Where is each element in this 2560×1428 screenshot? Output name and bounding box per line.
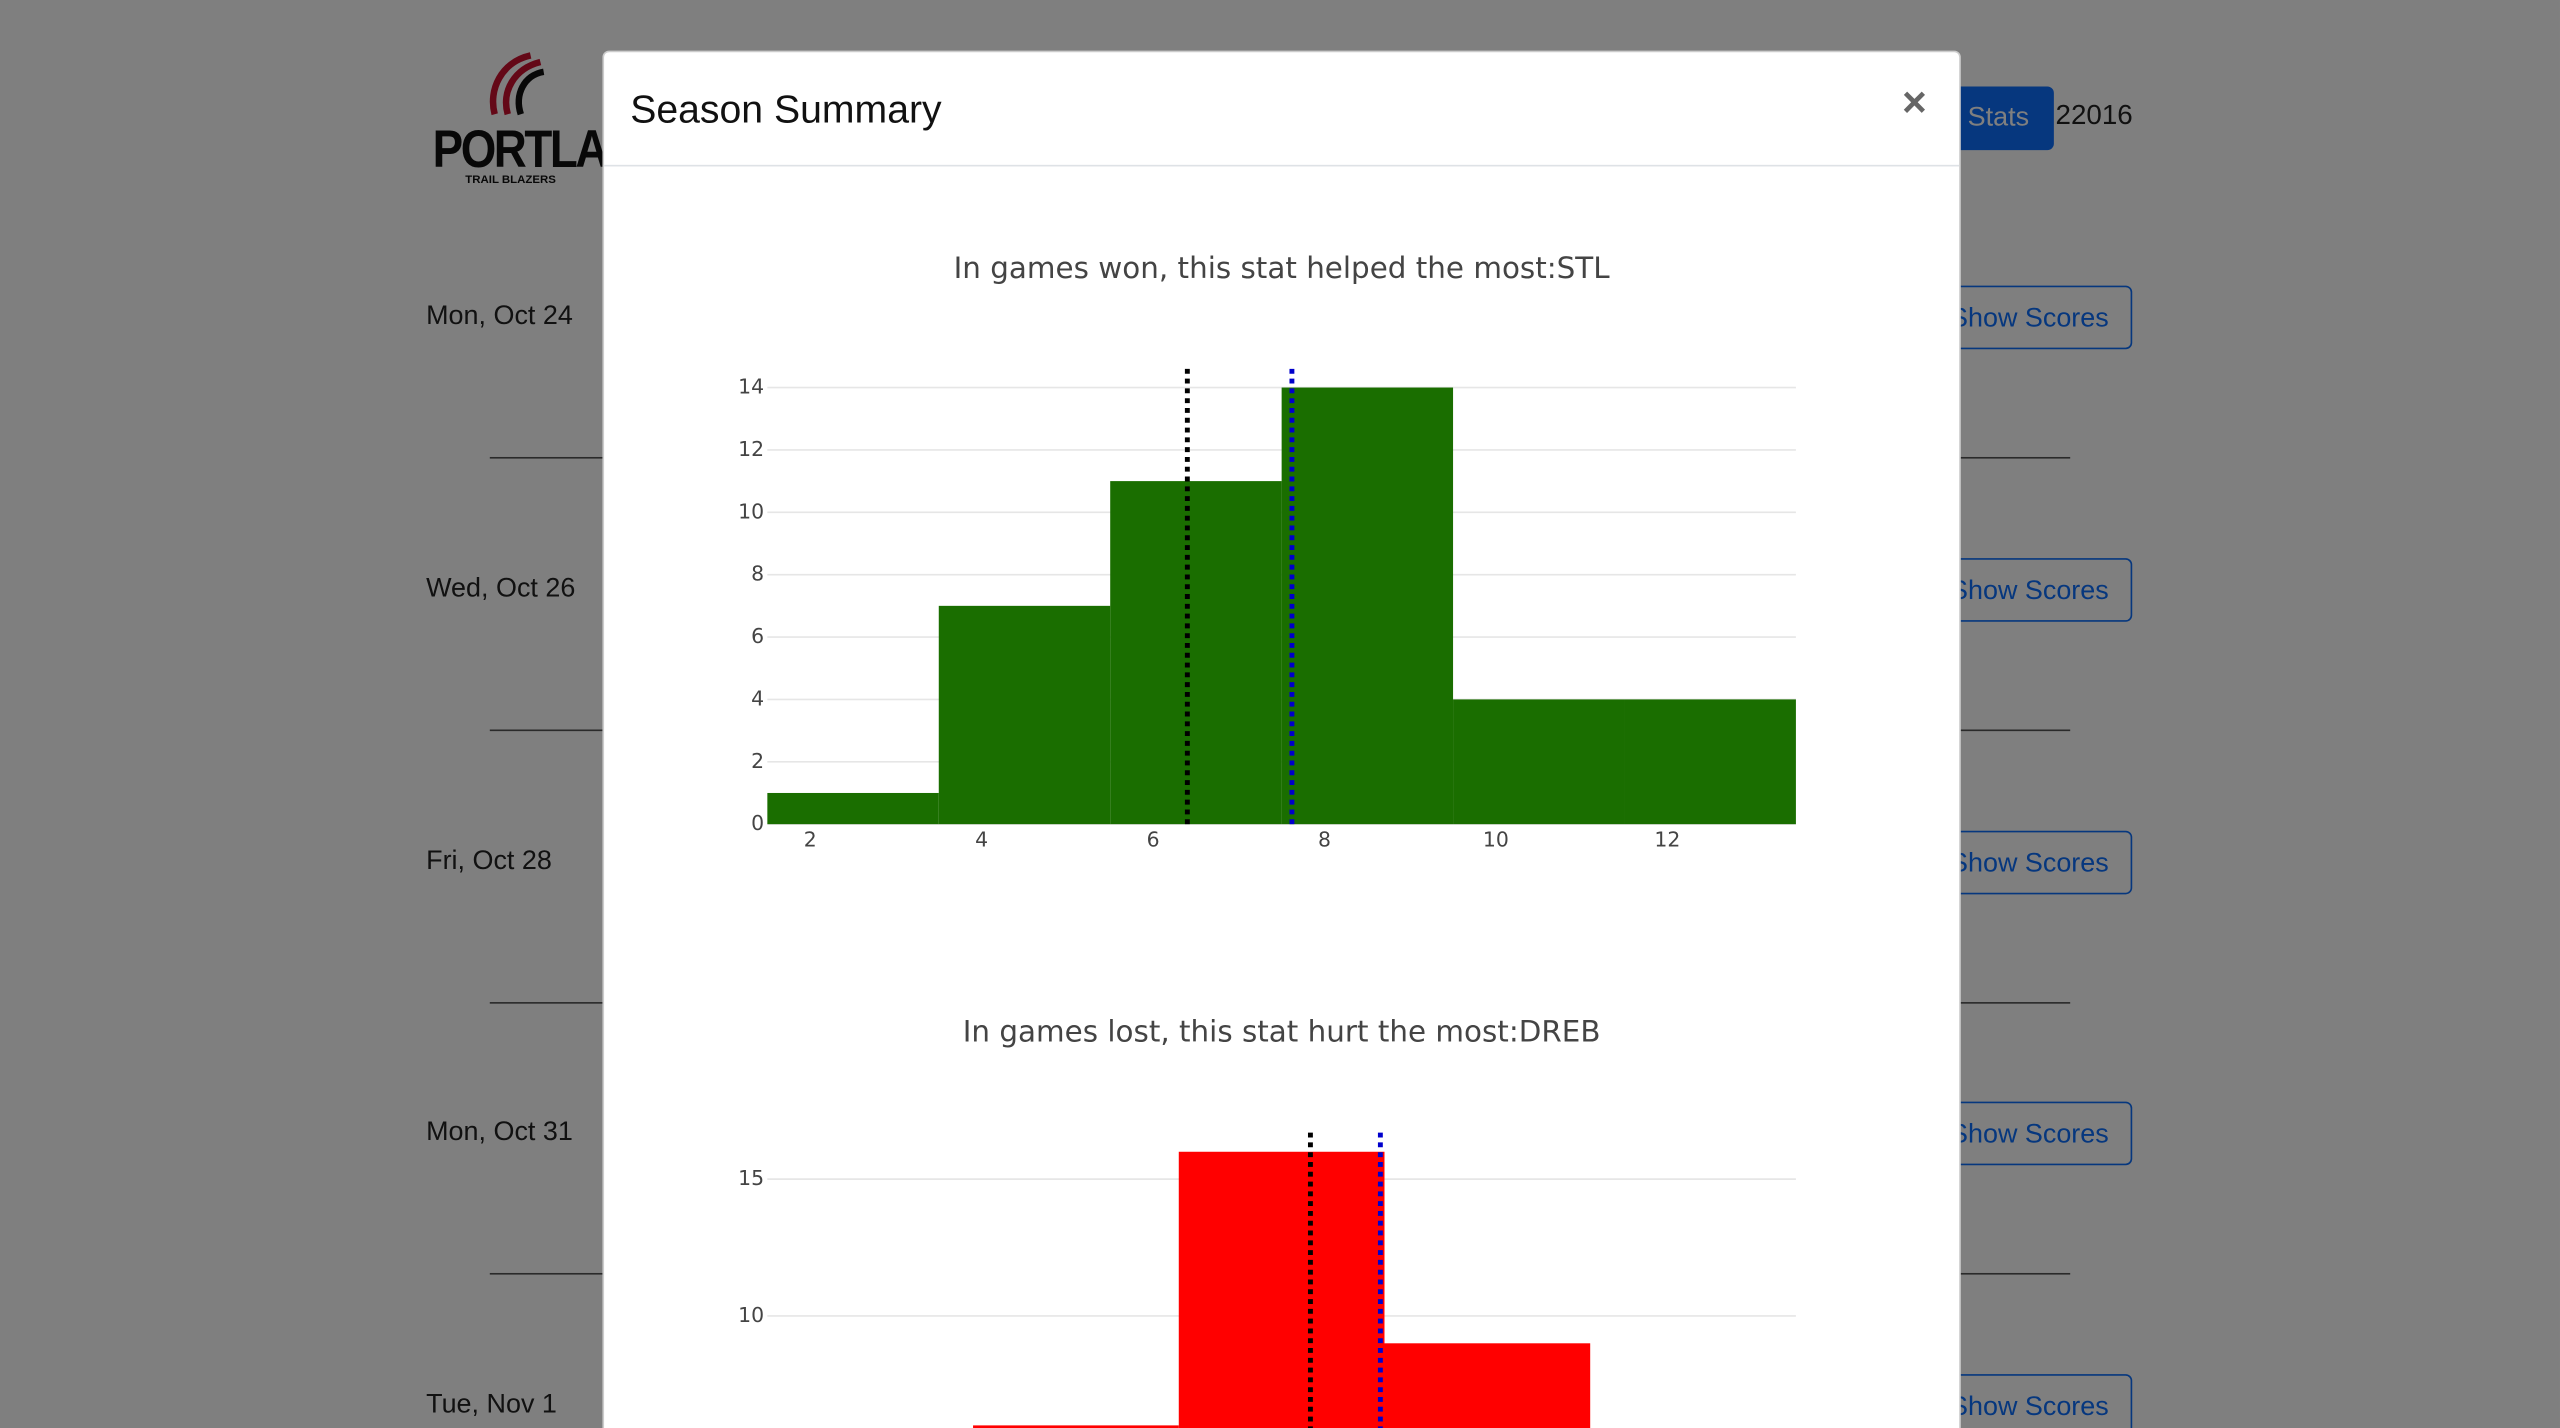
chart-title: In games lost, this stat hurt the most:D… (963, 1015, 1601, 1049)
charts: In games won, this stat helped the most:… (738, 251, 1796, 1428)
x-tick-label: 6 (1147, 827, 1160, 851)
y-tick-label: 6 (751, 624, 764, 648)
y-tick-label: 10 (738, 499, 764, 523)
chart-title: In games won, this stat helped the most:… (954, 251, 1611, 285)
y-tick-label: 15 (738, 1166, 764, 1190)
histogram-bar (1624, 699, 1796, 825)
y-tick-label: 10 (738, 1303, 764, 1327)
x-tick-label: 10 (1483, 827, 1509, 851)
y-tick-label: 12 (738, 437, 764, 461)
x-tick-label: 8 (1318, 827, 1331, 851)
y-tick-label: 2 (751, 749, 764, 773)
histogram-bar (1384, 1343, 1591, 1428)
histogram-bar (1110, 481, 1282, 825)
y-tick-label: 0 (751, 811, 764, 835)
y-tick-label: 14 (738, 375, 764, 399)
histogram-bar (1281, 387, 1454, 825)
histogram-bar (767, 792, 939, 825)
modal: Season Summary × In games won, this stat… (602, 50, 1961, 1428)
close-button[interactable]: × (1902, 77, 1927, 127)
x-tick-label: 2 (804, 827, 817, 851)
modal-title: Season Summary (630, 88, 942, 133)
x-tick-label: 12 (1654, 827, 1680, 851)
histogram-bar (973, 1425, 1179, 1428)
modal-header: Season Summary × (604, 52, 1960, 167)
histogram-bar (1178, 1151, 1385, 1428)
y-tick-label: 8 (751, 562, 764, 586)
x-tick-label: 4 (975, 827, 988, 851)
y-tick-label: 4 (751, 686, 764, 710)
histogram-bar (1453, 699, 1625, 825)
histogram-bar (938, 605, 1111, 825)
